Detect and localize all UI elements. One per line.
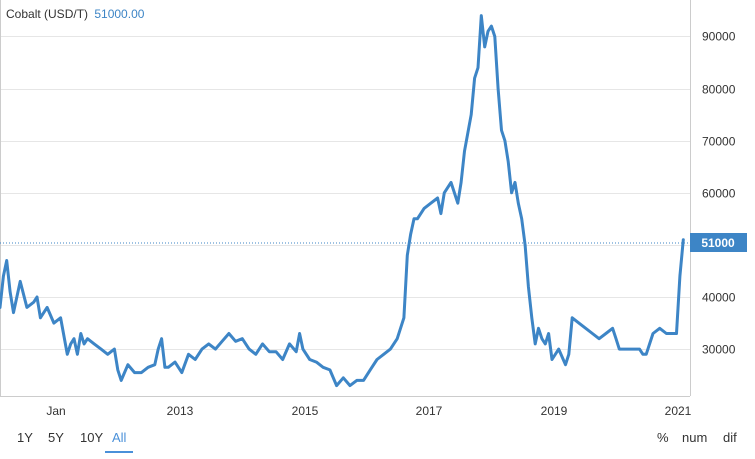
x-tick-label: 2021 [665,404,692,418]
mode-button-num[interactable]: num [682,430,708,445]
chart-controls: 1Y 5Y 10Y All % num dif [0,422,755,459]
y-tick-label: 40000 [702,291,736,305]
mode-button-dif[interactable]: dif [723,430,737,445]
y-tick-label: 30000 [702,343,736,357]
range-button-5y[interactable]: 5Y [48,430,64,445]
instrument-name: Cobalt (USD/T) [6,7,89,21]
x-tick-label: Jan [46,404,65,418]
range-button-all[interactable]: All [105,430,134,453]
x-tick-label: 2019 [541,404,568,418]
y-tick-label: 60000 [702,187,736,201]
last-price-tag: 51000 [690,233,747,252]
grid-lines [0,36,690,350]
last-price-tag-label: 51000 [701,236,735,250]
x-tick-label: 2015 [292,404,319,418]
range-button-1y[interactable]: 1Y [17,430,33,445]
x-tick-label: 2017 [416,404,443,418]
price-series-line [0,14,685,388]
y-tick-label: 80000 [702,83,736,97]
range-button-10y[interactable]: 10Y [80,430,104,445]
x-axis: Jan 2013 2015 2017 2019 2021 [46,404,691,418]
x-tick-label: 2013 [167,404,194,418]
y-axis: 30000400005000060000700008000090000 [702,30,736,357]
y-tick-label: 70000 [702,135,736,149]
mode-button-percent[interactable]: % [657,430,669,445]
y-tick-label: 90000 [702,30,736,44]
chart-title-bar: Cobalt (USD/T) 51000.00 [6,7,144,21]
last-price-value: 51000.00 [94,7,145,21]
